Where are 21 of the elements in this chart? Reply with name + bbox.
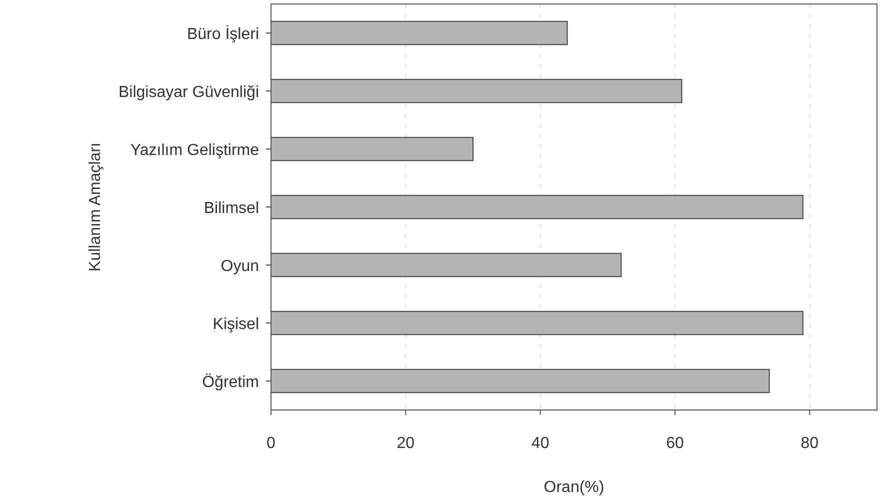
- y-tick-label: Kişisel: [212, 316, 259, 333]
- y-tick-label: Bilgisayar Güvenliği: [118, 84, 259, 101]
- x-tick-label: 60: [666, 435, 684, 452]
- x-tick-label: 0: [266, 435, 276, 452]
- bar: [270, 20, 568, 46]
- y-axis-title: Kullanım Amaçları: [87, 142, 104, 272]
- bar: [270, 310, 804, 336]
- y-tick-label: Bilimsel: [204, 200, 259, 217]
- bar: [270, 194, 804, 220]
- y-tick-label: Oyun: [220, 258, 259, 275]
- y-tick-label: Öğretim: [202, 373, 259, 391]
- bar: [270, 368, 770, 394]
- x-tick-label: 20: [396, 435, 415, 452]
- x-tick-label: 80: [800, 435, 819, 452]
- y-tick-label: Büro İşleri: [186, 25, 259, 43]
- x-tick-label: 40: [531, 435, 550, 452]
- x-axis-title: Oran(%): [544, 479, 604, 496]
- bar: [270, 252, 622, 278]
- bar: [270, 136, 474, 162]
- bar: [270, 78, 682, 104]
- y-tick-label: Yazılım Geliştirme: [130, 142, 260, 159]
